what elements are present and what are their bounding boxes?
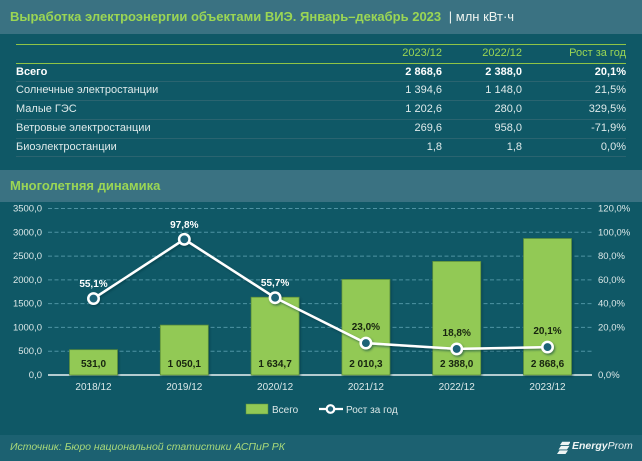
svg-text:3500,0: 3500,0	[13, 204, 42, 215]
svg-text:97,8%: 97,8%	[170, 220, 198, 231]
svg-text:2018/12: 2018/12	[75, 382, 112, 393]
svg-text:2022/12: 2022/12	[439, 382, 476, 393]
svg-text:120,0%: 120,0%	[598, 204, 631, 215]
svg-text:23,0%: 23,0%	[352, 322, 380, 333]
svg-text:80,0%: 80,0%	[598, 251, 625, 262]
svg-text:18,8%: 18,8%	[443, 328, 471, 339]
svg-text:60,0%: 60,0%	[598, 275, 625, 286]
svg-text:2021/12: 2021/12	[348, 382, 385, 393]
svg-text:55,1%: 55,1%	[79, 279, 107, 290]
svg-text:1 634,7: 1 634,7	[258, 359, 292, 370]
svg-text:0,0: 0,0	[29, 370, 42, 381]
svg-text:2 388,0: 2 388,0	[440, 359, 474, 370]
svg-text:2019/12: 2019/12	[166, 382, 203, 393]
svg-text:0,0%: 0,0%	[598, 370, 620, 381]
svg-text:3000,0: 3000,0	[13, 227, 42, 238]
svg-text:20,1%: 20,1%	[533, 326, 561, 337]
svg-text:2500,0: 2500,0	[13, 251, 42, 262]
svg-text:1000,0: 1000,0	[13, 322, 42, 333]
svg-text:2000,0: 2000,0	[13, 275, 42, 286]
svg-text:Рост за год: Рост за год	[346, 405, 398, 416]
svg-text:2 010,3: 2 010,3	[349, 359, 383, 370]
svg-text:2 868,6: 2 868,6	[531, 359, 565, 370]
svg-text:531,0: 531,0	[81, 359, 106, 370]
svg-text:2023/12: 2023/12	[529, 382, 566, 393]
svg-text:500,0: 500,0	[18, 346, 42, 357]
svg-text:55,7%: 55,7%	[261, 278, 289, 289]
svg-text:100,0%: 100,0%	[598, 227, 631, 238]
svg-text:20,0%: 20,0%	[598, 322, 625, 333]
svg-text:Всего: Всего	[272, 405, 299, 416]
svg-text:1 050,1: 1 050,1	[168, 359, 202, 370]
svg-text:1500,0: 1500,0	[13, 299, 42, 310]
svg-text:2020/12: 2020/12	[257, 382, 294, 393]
svg-text:40,0%: 40,0%	[598, 299, 625, 310]
